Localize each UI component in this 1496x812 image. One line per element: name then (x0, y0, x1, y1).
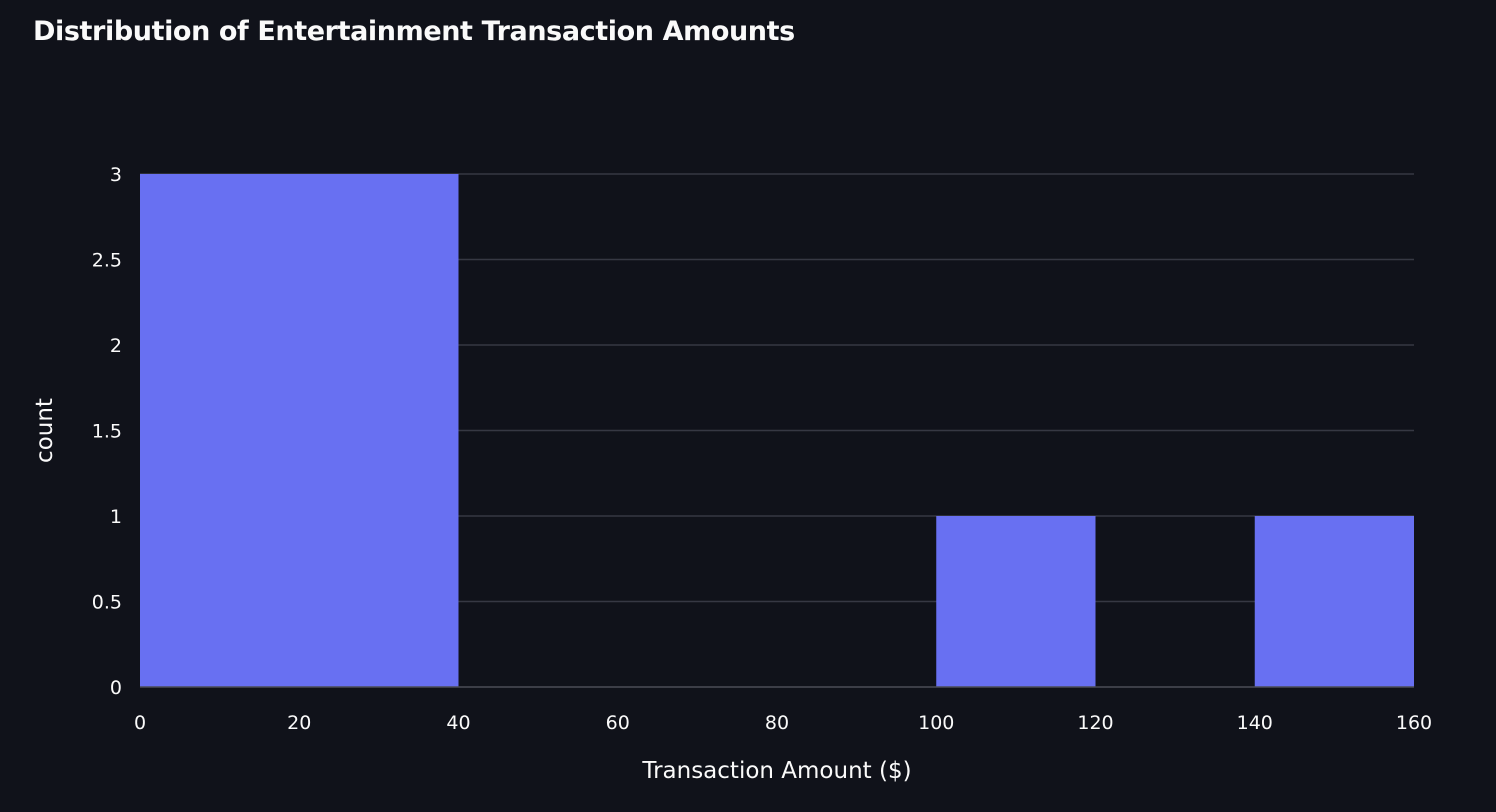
y-tick-label: 2 (110, 335, 122, 357)
chart-title: Distribution of Entertainment Transactio… (33, 16, 795, 47)
y-tick-label: 0 (110, 677, 122, 699)
histogram-bar (1254, 516, 1414, 687)
y-tick-label: 0.5 (92, 592, 122, 614)
x-tick-label: 80 (765, 712, 789, 734)
y-tick-label: 3 (110, 164, 122, 186)
y-axis-title: count (32, 398, 58, 463)
x-tick-label: 60 (606, 712, 630, 734)
x-tick-label: 0 (134, 712, 146, 734)
y-tick-label: 1.5 (92, 421, 122, 443)
x-tick-label: 40 (446, 712, 470, 734)
x-tick-label: 140 (1237, 712, 1273, 734)
y-tick-labels: 0 0.5 1 1.5 2 2.5 3 (92, 164, 122, 699)
x-tick-label: 100 (918, 712, 954, 734)
x-tick-label: 20 (287, 712, 311, 734)
histogram-bar (140, 174, 459, 687)
y-tick-label: 1 (110, 506, 122, 528)
x-tick-label: 160 (1396, 712, 1432, 734)
histogram-bar (936, 516, 1096, 687)
x-tick-labels: 0 20 40 60 80 100 120 140 160 (134, 712, 1432, 734)
y-tick-label: 2.5 (92, 250, 122, 272)
x-tick-label: 120 (1077, 712, 1113, 734)
bars (140, 174, 1414, 687)
x-axis-title: Transaction Amount ($) (641, 758, 911, 784)
